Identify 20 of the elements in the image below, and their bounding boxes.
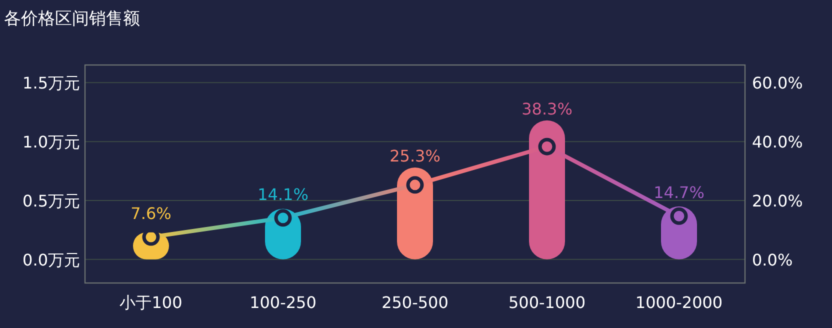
y2-tick-label: 60.0% <box>752 74 803 93</box>
y2-tick-label: 0.0% <box>752 250 793 270</box>
x-tick-label: 500-1000 <box>508 293 586 312</box>
x-tick-label: 小于100 <box>120 293 182 312</box>
data-label: 14.1% <box>258 184 308 204</box>
data-label: 14.7% <box>654 183 704 202</box>
data-label: 38.3% <box>522 99 572 118</box>
y-tick-label: 1.5万元 <box>22 74 80 93</box>
data-label: 7.6% <box>130 204 172 224</box>
y-tick-label: 1.0万元 <box>22 132 80 152</box>
data-label: 25.3% <box>390 146 440 166</box>
chart-title: 各价格区间销售额 <box>4 9 140 29</box>
bar <box>529 120 565 260</box>
y-tick-label: 0.5万元 <box>22 192 80 211</box>
x-tick-label: 1000-2000 <box>635 293 723 312</box>
y-tick-label: 0.0万元 <box>22 250 80 270</box>
x-tick-label: 250-500 <box>382 293 448 312</box>
y2-tick-label: 20.0% <box>752 192 803 211</box>
y2-tick-label: 40.0% <box>752 132 803 152</box>
x-tick-label: 100-250 <box>250 293 316 312</box>
